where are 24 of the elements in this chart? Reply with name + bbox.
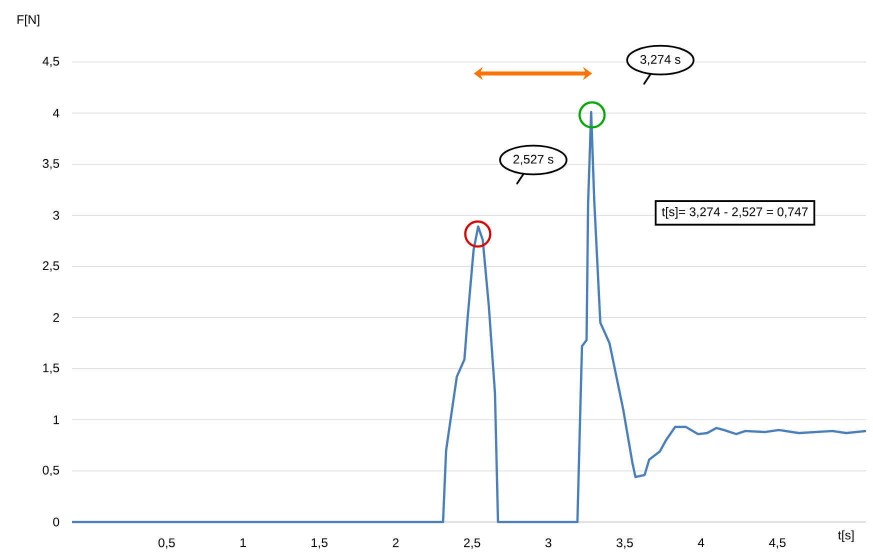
x-tick-label: 4 [698,538,704,547]
y-tick-label: 0,5 [42,466,60,476]
x-axis-title: t[s] [838,530,854,542]
x-tick-label: 2 [392,538,399,548]
y-tick-label: 2,5 [42,261,60,272]
x-tick-label: 2,5 [464,538,480,549]
x-tick-label: 4,5 [769,538,786,549]
annotation: t[s]= 3,274 - 2,527 = 0,747 [662,207,808,219]
annotation: 3,274 s [640,54,680,66]
y-tick-label: 4,5 [42,56,60,68]
x-tick-label: 0,5 [158,538,175,549]
annotation: 2,527 s [513,154,554,166]
y-axis-title: F[N] [18,14,40,26]
y-tick-label: 2 [53,313,60,322]
x-tick-label: 1,5 [312,538,328,549]
y-tick-label: 4 [52,108,60,118]
y-tick-label: 0 [53,518,60,526]
y-tick-label: 1,5 [43,364,60,374]
y-tick-label: 3 [53,210,60,220]
x-tick-label: 3 [545,538,552,548]
x-tick-label: 1 [240,538,246,547]
y-tick-label: 3,5 [42,159,60,170]
y-tick-label: 1 [54,415,60,424]
x-tick-label: 3,5 [616,538,633,549]
